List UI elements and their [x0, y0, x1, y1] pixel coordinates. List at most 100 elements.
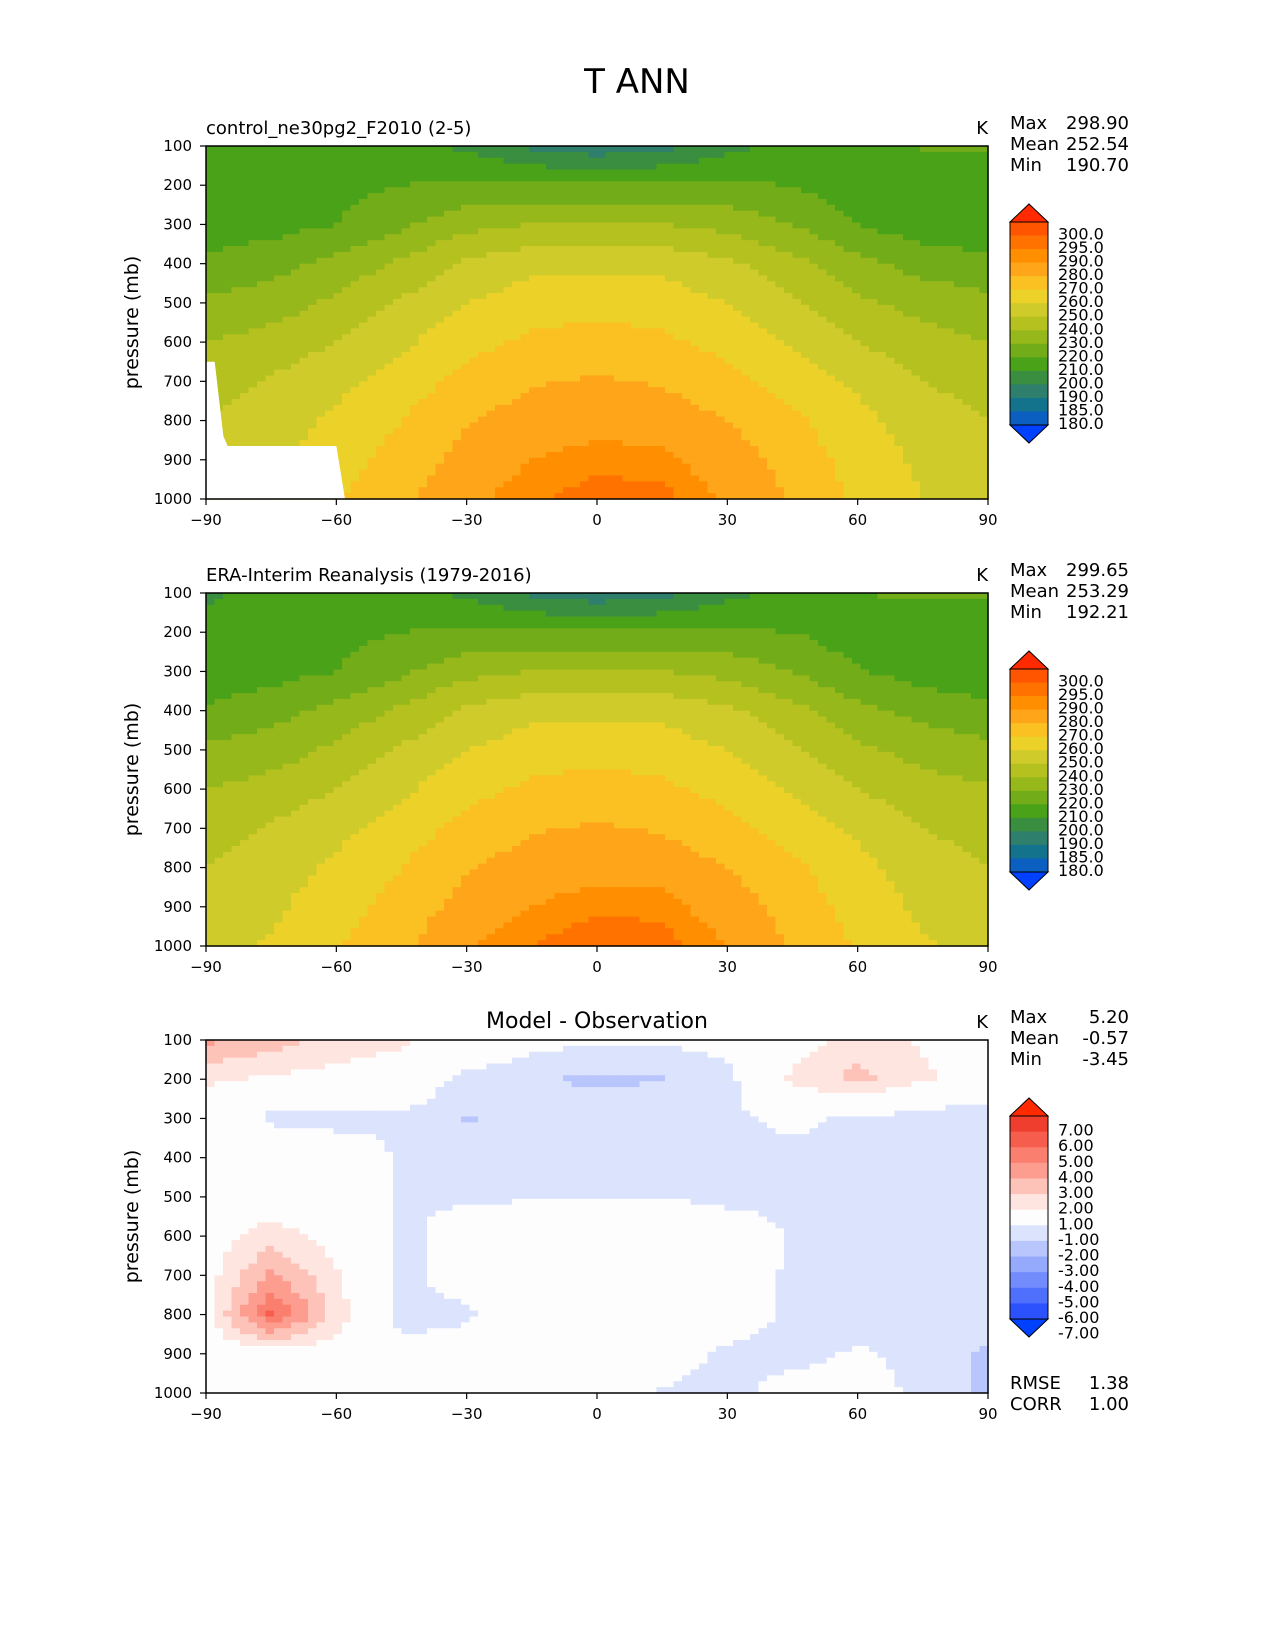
- contour-cell: [767, 228, 777, 235]
- contour-cell: [724, 340, 734, 347]
- contour-cell: [690, 240, 700, 247]
- contour-cell: [741, 322, 751, 329]
- contour-cell: [707, 404, 717, 412]
- contour-cell: [937, 281, 947, 288]
- contour-cell: [376, 440, 386, 447]
- contour-cell: [206, 251, 216, 259]
- contour-cell: [384, 263, 394, 271]
- contour-cell: [265, 222, 275, 229]
- contour-cell: [461, 304, 471, 312]
- contour-cell: [809, 246, 819, 253]
- contour-cell: [758, 369, 768, 377]
- contour-cell: [257, 146, 267, 153]
- contour-cell: [265, 351, 275, 359]
- contour-cell: [656, 416, 666, 424]
- contour-cell: [801, 234, 811, 241]
- contour-cell: [486, 163, 496, 171]
- contour-cell: [503, 446, 513, 453]
- contour-cell: [554, 310, 564, 318]
- contour-cell: [588, 428, 598, 435]
- contour-cell: [393, 204, 403, 212]
- contour-cell: [937, 187, 947, 194]
- contour-cell: [971, 204, 981, 212]
- contour-cell: [622, 363, 632, 371]
- contour-cell: [767, 381, 777, 388]
- contour-cell: [673, 246, 683, 253]
- contour-cell: [401, 163, 411, 171]
- contour-cell: [631, 328, 641, 335]
- contour-cell: [410, 169, 420, 177]
- contour-cell: [486, 434, 496, 441]
- contour-cell: [614, 281, 624, 288]
- contour-cell: [971, 246, 981, 253]
- contour-cell: [563, 234, 573, 241]
- contour-cell: [248, 416, 258, 424]
- contour-cell: [622, 322, 632, 329]
- contour-cell: [350, 281, 360, 288]
- contour-cell: [937, 457, 947, 465]
- contour-cell: [784, 216, 794, 224]
- contour-cell: [903, 193, 913, 200]
- contour-cell: [835, 434, 845, 441]
- contour-cell: [537, 263, 547, 271]
- contour-cell: [359, 393, 369, 400]
- contour-cell: [920, 293, 930, 300]
- contour-cell: [707, 234, 717, 241]
- contour-cell: [469, 416, 479, 424]
- contour-cell: [639, 175, 649, 182]
- contour-cell: [682, 251, 692, 259]
- contour-cell: [520, 181, 530, 188]
- contour-cell: [359, 322, 369, 329]
- contour-cell: [410, 193, 420, 200]
- contour-cell: [597, 451, 607, 459]
- contour-cell: [792, 393, 802, 400]
- contour-cell: [342, 263, 352, 271]
- contour-cell: [631, 222, 641, 229]
- contour-cell: [231, 175, 241, 182]
- contour-cell: [546, 269, 556, 277]
- contour-cell: [750, 334, 760, 341]
- contour-cell: [979, 334, 989, 341]
- contour-cell: [801, 440, 811, 447]
- contour-cell: [359, 446, 369, 453]
- contour-cell: [350, 175, 360, 182]
- contour-cell: [665, 310, 675, 318]
- contour-cell: [605, 381, 615, 388]
- contour-cell: [971, 340, 981, 347]
- contour-cell: [886, 340, 896, 347]
- contour-cell: [622, 328, 632, 335]
- contour-cell: [648, 251, 658, 259]
- contour-cell: [758, 434, 768, 441]
- contour-cell: [877, 251, 887, 259]
- contour-cell: [265, 410, 275, 418]
- contour-cell: [418, 410, 428, 418]
- contour-cell: [248, 234, 258, 241]
- contour-cell: [690, 287, 700, 294]
- contour-cell: [308, 228, 318, 235]
- contour-cell: [299, 351, 309, 359]
- contour-cell: [792, 428, 802, 435]
- contour-cell: [367, 298, 377, 306]
- contour-cell: [716, 222, 726, 229]
- contour-cell: [537, 210, 547, 218]
- contour-cell: [401, 316, 411, 324]
- contour-cell: [835, 169, 845, 177]
- contour-cell: [843, 422, 853, 429]
- contour-cell: [945, 151, 955, 159]
- contour-cell: [291, 351, 301, 359]
- contour-cell: [325, 387, 335, 394]
- contour-cell: [954, 310, 964, 318]
- contour-cell: [401, 457, 411, 465]
- contour-cell: [835, 181, 845, 188]
- contour-cell: [792, 251, 802, 259]
- contour-cell: [384, 163, 394, 171]
- contour-cell: [588, 434, 598, 441]
- contour-cell: [673, 434, 683, 441]
- contour-cell: [792, 193, 802, 200]
- contour-cell: [486, 422, 496, 429]
- contour-cell: [393, 210, 403, 218]
- contour-cell: [461, 451, 471, 459]
- contour-cell: [843, 434, 853, 441]
- contour-cell: [775, 287, 785, 294]
- contour-cell: [588, 257, 598, 265]
